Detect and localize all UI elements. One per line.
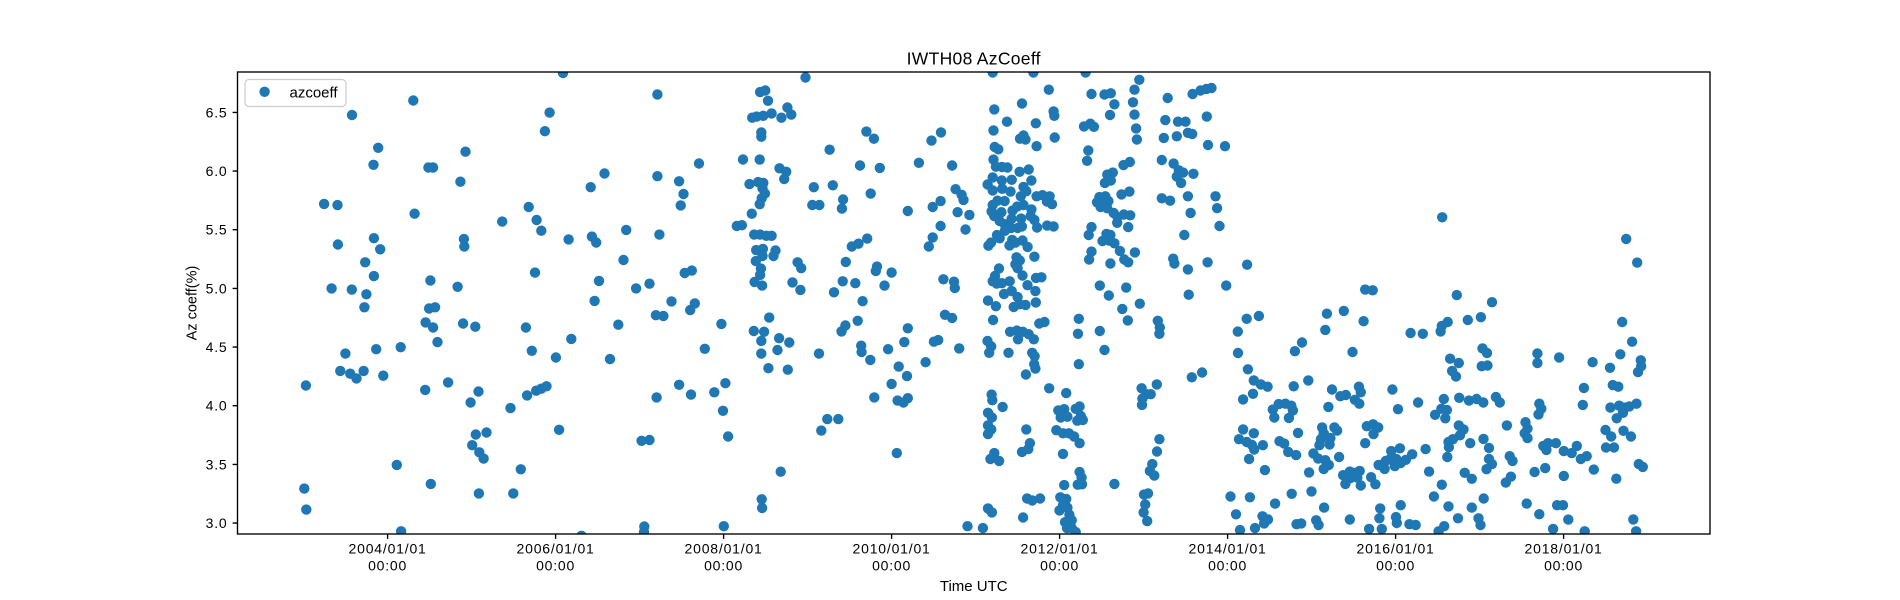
svg-text:00:00: 00:00: [872, 558, 911, 574]
svg-text:5.0: 5.0: [206, 280, 228, 296]
svg-text:00:00: 00:00: [536, 558, 575, 574]
svg-text:00:00: 00:00: [1040, 558, 1079, 574]
svg-text:2014/01/01: 2014/01/01: [1189, 541, 1267, 557]
svg-text:00:00: 00:00: [1544, 558, 1583, 574]
svg-text:2006/01/01: 2006/01/01: [517, 541, 595, 557]
svg-text:6.5: 6.5: [206, 104, 228, 120]
svg-text:Az coeff(%): Az coeff(%): [185, 266, 201, 341]
svg-text:6.0: 6.0: [206, 163, 228, 179]
svg-text:3.0: 3.0: [206, 515, 228, 531]
svg-text:2018/01/01: 2018/01/01: [1525, 541, 1603, 557]
svg-text:2008/01/01: 2008/01/01: [685, 541, 763, 557]
svg-text:2012/01/01: 2012/01/01: [1021, 541, 1099, 557]
svg-text:5.5: 5.5: [206, 222, 228, 238]
svg-text:2016/01/01: 2016/01/01: [1357, 541, 1435, 557]
svg-text:00:00: 00:00: [368, 558, 407, 574]
svg-text:4.0: 4.0: [206, 398, 228, 414]
svg-text:00:00: 00:00: [704, 558, 743, 574]
svg-text:4.5: 4.5: [206, 339, 228, 355]
svg-text:Time UTC: Time UTC: [940, 578, 1008, 595]
svg-text:00:00: 00:00: [1376, 558, 1415, 574]
svg-text:00:00: 00:00: [1208, 558, 1247, 574]
svg-text:2004/01/01: 2004/01/01: [349, 541, 427, 557]
svg-text:azcoeff: azcoeff: [290, 84, 339, 101]
svg-text:2010/01/01: 2010/01/01: [853, 541, 931, 557]
svg-text:3.5: 3.5: [206, 456, 228, 472]
svg-text:IWTH08 AzCoeff: IWTH08 AzCoeff: [907, 48, 1041, 68]
